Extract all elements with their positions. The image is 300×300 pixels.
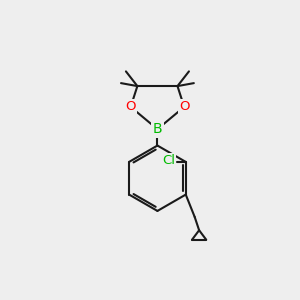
Text: O: O xyxy=(179,100,189,113)
Text: B: B xyxy=(153,122,162,136)
Text: Cl: Cl xyxy=(162,154,175,167)
Text: O: O xyxy=(125,100,136,113)
